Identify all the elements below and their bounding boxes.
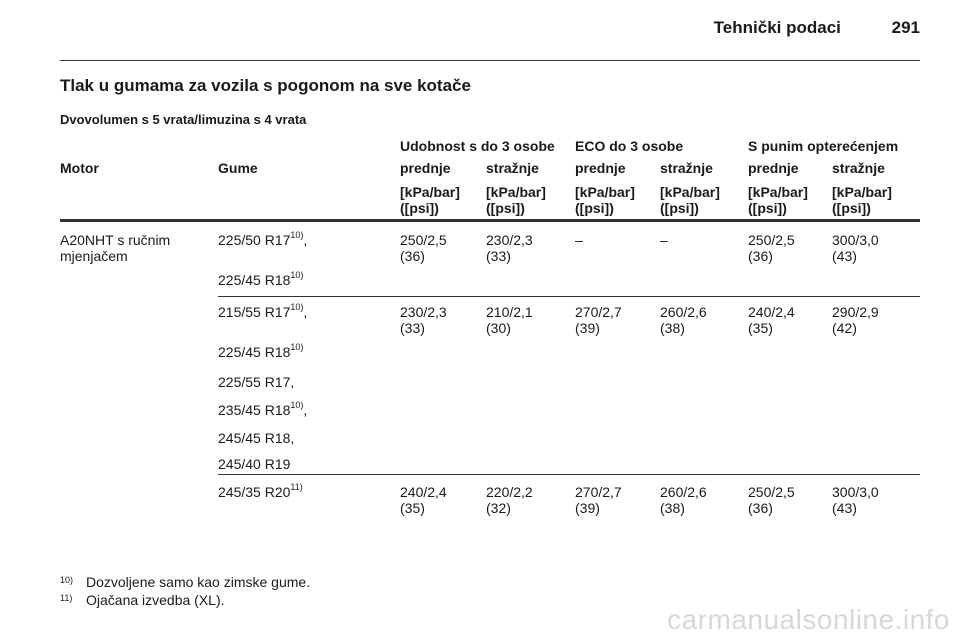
watermark: carmanualsonline.info (667, 604, 950, 635)
group-header-comfort: Udobnost s do 3 osobe (400, 138, 555, 154)
unit-label-psi: ([psi]) (486, 200, 525, 216)
pressure-value: 300/3,0 (43) (832, 232, 879, 264)
pressure-value: 260/2,6 (38) (660, 484, 707, 516)
tyre-size: 225/50 R1710), (218, 230, 308, 248)
tyre-size: 225/45 R1810) (218, 270, 304, 288)
unit-label: [kPa/bar] (832, 184, 892, 200)
unit-label-psi: ([psi]) (748, 200, 787, 216)
pressure-value: 250/2,5 (36) (400, 232, 447, 264)
tyre-size: 215/55 R1710), (218, 302, 308, 320)
row-divider (218, 296, 920, 297)
pressure-value: 220/2,2 (32) (486, 484, 533, 516)
table-subtitle: Dvovolumen s 5 vrata/limuzina s 4 vrata (60, 112, 307, 127)
group-header-eco: ECO do 3 osobe (575, 138, 684, 154)
unit-label: [kPa/bar] (575, 184, 635, 200)
unit-label: [kPa/bar] (660, 184, 720, 200)
tyre-size: 245/45 R18, (218, 430, 295, 446)
unit-header: [kPa/bar] ([psi]) (832, 184, 892, 216)
footnote-text: Dozvoljene samo kao zimske gume. (86, 574, 311, 590)
motor-cell: A20NHT s ručnim mjenjačem (60, 232, 171, 264)
pressure-value: 250/2,5 (36) (748, 484, 795, 516)
unit-label-psi: ([psi]) (832, 200, 871, 216)
column-header-front: prednje (748, 160, 799, 176)
pressure-value: 240/2,4 (35) (748, 304, 795, 336)
unit-header: [kPa/bar] ([psi]) (575, 184, 635, 216)
footnote: 10) Dozvoljene samo kao zimske gume. (60, 574, 310, 590)
pressure-value: 250/2,5 (36) (748, 232, 795, 264)
column-header-rear: stražnje (486, 160, 539, 176)
pressure-value: 210/2,1 (30) (486, 304, 533, 336)
pressure-value: 290/2,9 (42) (832, 304, 879, 336)
column-header-rear: stražnje (832, 160, 885, 176)
column-header-front: prednje (400, 160, 451, 176)
page-number: 291 (891, 18, 920, 37)
unit-label-psi: ([psi]) (575, 200, 614, 216)
column-header-motor: Motor (60, 160, 99, 176)
pressure-value: 240/2,4 (35) (400, 484, 447, 516)
table-header-divider (60, 219, 920, 222)
footnote-number: 10) (60, 575, 74, 585)
footnotes: 10) Dozvoljene samo kao zimske gume. 11)… (60, 574, 310, 610)
unit-label-psi: ([psi]) (400, 200, 439, 216)
unit-label-psi: ([psi]) (660, 200, 699, 216)
column-header-rear: stražnje (660, 160, 713, 176)
pressure-value: – (575, 232, 583, 248)
footnote-number: 11) (60, 593, 73, 603)
pressure-value: 270/2,7 (39) (575, 484, 622, 516)
tyre-size: 245/35 R2011) (218, 482, 303, 500)
pressure-value: 260/2,6 (38) (660, 304, 707, 336)
page-header-title: Tehnički podaci (713, 18, 841, 37)
pressure-value: 230/2,3 (33) (486, 232, 533, 264)
tyre-size: 245/40 R19 (218, 456, 291, 472)
group-header-full-load: S punim opterećenjem (748, 138, 899, 154)
unit-label: [kPa/bar] (486, 184, 546, 200)
tyre-size: 225/55 R17, (218, 374, 295, 390)
footnote-text: Ojačana izvedba (XL). (86, 592, 225, 608)
column-header-front: prednje (575, 160, 626, 176)
pressure-value: 230/2,3 (33) (400, 304, 447, 336)
pressure-value: 270/2,7 (39) (575, 304, 622, 336)
footnote: 11) Ojačana izvedba (XL). (60, 592, 310, 608)
page-header: Tehnički podaci 291 (714, 18, 920, 38)
pressure-value: 300/3,0 (43) (832, 484, 879, 516)
row-divider (218, 474, 920, 475)
header-divider (60, 60, 920, 61)
tyre-size: 235/45 R1810), (218, 400, 308, 418)
unit-header: [kPa/bar] ([psi]) (748, 184, 808, 216)
column-header-tyres: Gume (218, 160, 258, 176)
unit-label: [kPa/bar] (748, 184, 808, 200)
unit-header: [kPa/bar] ([psi]) (486, 184, 546, 216)
unit-header: [kPa/bar] ([psi]) (660, 184, 720, 216)
section-title: Tlak u gumama za vozila s pogonom na sve… (60, 76, 471, 95)
tyre-size: 225/45 R1810) (218, 342, 304, 360)
unit-label: [kPa/bar] (400, 184, 460, 200)
unit-header: [kPa/bar] ([psi]) (400, 184, 460, 216)
pressure-value: – (660, 232, 668, 248)
